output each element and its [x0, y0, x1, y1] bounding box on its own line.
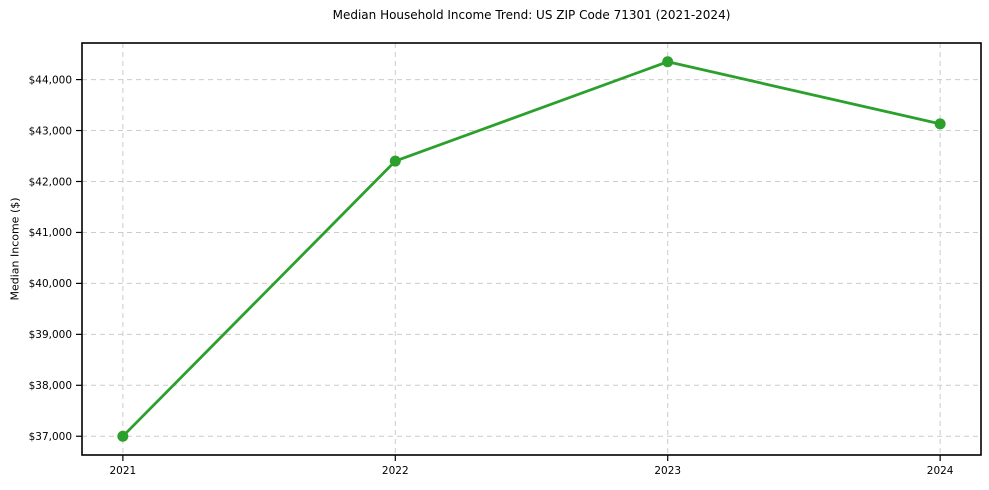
y-tick-label: $38,000	[29, 380, 72, 392]
x-tick-label: 2022	[382, 465, 409, 477]
data-point-marker	[389, 155, 401, 167]
x-tick-label: 2021	[109, 465, 136, 477]
y-tick-label: $41,000	[29, 227, 72, 239]
x-tick-label: 2024	[927, 465, 954, 477]
y-tick-label: $44,000	[29, 74, 72, 86]
data-point-marker	[934, 118, 946, 130]
y-tick-label: $40,000	[29, 278, 72, 290]
data-point-marker	[662, 56, 674, 68]
y-tick-label: $37,000	[29, 431, 72, 443]
axes-spines	[81, 42, 982, 456]
gridlines	[82, 43, 981, 455]
y-tick-label: $42,000	[29, 176, 72, 188]
y-tick-label: $39,000	[29, 329, 72, 341]
y-tick-label: $43,000	[29, 125, 72, 137]
data-point-marker	[117, 430, 129, 442]
x-tick-label: 2023	[654, 465, 681, 477]
tick-marks	[76, 78, 941, 461]
chart-title: Median Household Income Trend: US ZIP Co…	[332, 8, 731, 22]
series-line	[121, 60, 942, 438]
